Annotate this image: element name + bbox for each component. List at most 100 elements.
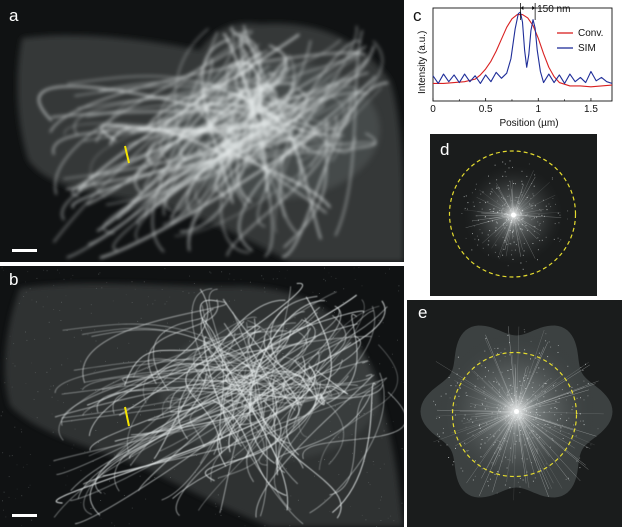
speckle-pixel: [520, 384, 522, 386]
speckle-pixel: [466, 450, 468, 452]
speckle-pixel: [535, 412, 537, 414]
speckle-pixel: [492, 211, 494, 212]
speckle-pixel: [503, 248, 505, 250]
speckle-pixel: [554, 414, 556, 416]
noise-pixel: [280, 400, 282, 402]
noise-pixel: [88, 408, 90, 410]
filament: [246, 107, 268, 169]
speckle-pixel: [542, 199, 544, 201]
speckle-pixel: [518, 438, 520, 440]
speckle-pixel: [530, 198, 532, 199]
speckle-pixel: [513, 229, 515, 231]
speckle-pixel: [523, 243, 525, 244]
spectrum-ray: [516, 387, 585, 412]
speckle-pixel: [514, 412, 516, 414]
noise-pixel: [165, 328, 167, 330]
noise-pixel: [140, 357, 142, 359]
noise-pixel: [128, 342, 130, 344]
speckle-pixel: [512, 210, 514, 212]
noise-pixel: [251, 364, 253, 366]
noise-pixel: [276, 278, 278, 280]
speckle-pixel: [524, 222, 526, 224]
speckle-pixel: [531, 424, 533, 426]
speckle-pixel: [522, 268, 524, 270]
speckle-pixel: [513, 402, 515, 404]
speckle-pixel: [466, 450, 468, 452]
speckle-pixel: [545, 430, 547, 432]
speckle-pixel: [518, 440, 520, 442]
noise-pixel: [297, 435, 299, 437]
speckle-pixel: [524, 444, 526, 446]
speckle-pixel: [498, 384, 500, 386]
noise-pixel: [118, 322, 120, 324]
noise-pixel: [91, 411, 93, 413]
speckle-pixel: [520, 403, 522, 405]
noise-pixel: [25, 331, 26, 333]
series-line-conv: [433, 14, 613, 88]
noise-pixel: [14, 365, 16, 367]
speckle-pixel: [554, 425, 556, 427]
speckle-pixel: [526, 410, 528, 412]
speckle-pixel: [529, 217, 531, 219]
noise-pixel: [100, 517, 102, 519]
speckle-pixel: [521, 224, 523, 226]
noise-pixel: [330, 431, 331, 432]
noise-pixel: [245, 441, 247, 443]
noise-pixel: [9, 455, 11, 457]
speckle-pixel: [527, 377, 529, 379]
scale-bar: [12, 249, 37, 252]
speckle-pixel: [483, 391, 485, 393]
speckle-pixel: [486, 404, 488, 406]
speckle-pixel: [490, 191, 492, 192]
noise-pixel: [34, 338, 36, 340]
speckle-pixel: [479, 447, 481, 449]
speckle-pixel: [517, 417, 519, 419]
speckle-pixel: [521, 414, 523, 416]
noise-pixel: [334, 405, 336, 407]
noise-pixel: [267, 484, 269, 485]
speckle-pixel: [511, 231, 513, 233]
noise-pixel: [190, 310, 192, 312]
speckle-pixel: [519, 418, 521, 420]
speckle-pixel: [497, 404, 499, 406]
speckle-pixel: [443, 428, 444, 430]
filament: [305, 296, 332, 410]
noise-pixel: [401, 448, 403, 450]
noise-pixel: [311, 320, 313, 322]
noise-pixel: [48, 321, 50, 323]
series-line-sim: [432, 11, 613, 84]
speckle-pixel: [519, 408, 521, 410]
speckle-pixel: [566, 412, 568, 414]
noise-pixel: [284, 277, 286, 279]
speckle-pixel: [533, 226, 535, 227]
noise-pixel: [375, 435, 377, 437]
noise-pixel: [240, 343, 242, 345]
speckle-pixel: [530, 400, 532, 402]
noise-pixel: [229, 273, 231, 275]
spectrum-ray: [516, 411, 575, 449]
spectrum-ray: [516, 411, 591, 449]
filament: [282, 82, 389, 258]
noise-pixel: [112, 381, 114, 383]
spectrum-ray: [470, 370, 517, 412]
speckle-pixel: [528, 398, 530, 400]
speckle-pixel: [482, 247, 484, 249]
noise-pixel: [329, 510, 331, 512]
noise-pixel: [328, 272, 330, 274]
chart-x-axis-label: Position (µm): [499, 118, 558, 129]
noise-pixel: [167, 406, 169, 408]
noise-pixel: [380, 499, 382, 501]
speckle-pixel: [526, 399, 528, 401]
spectrum-ray: [516, 411, 574, 431]
speckle-pixel: [587, 383, 589, 385]
spectrum-ray: [513, 214, 562, 218]
noise-pixel: [156, 462, 158, 464]
speckle-pixel: [520, 214, 522, 216]
line-profile-chart: Intensity (a.u.) Position (µm) 150 nm Co…: [417, 3, 613, 129]
speckle-pixel: [524, 349, 526, 351]
noise-pixel: [50, 385, 52, 387]
speckle-pixel: [509, 210, 511, 212]
speckle-pixel: [582, 420, 584, 422]
noise-pixel: [98, 442, 100, 443]
speckle-pixel: [504, 198, 506, 200]
